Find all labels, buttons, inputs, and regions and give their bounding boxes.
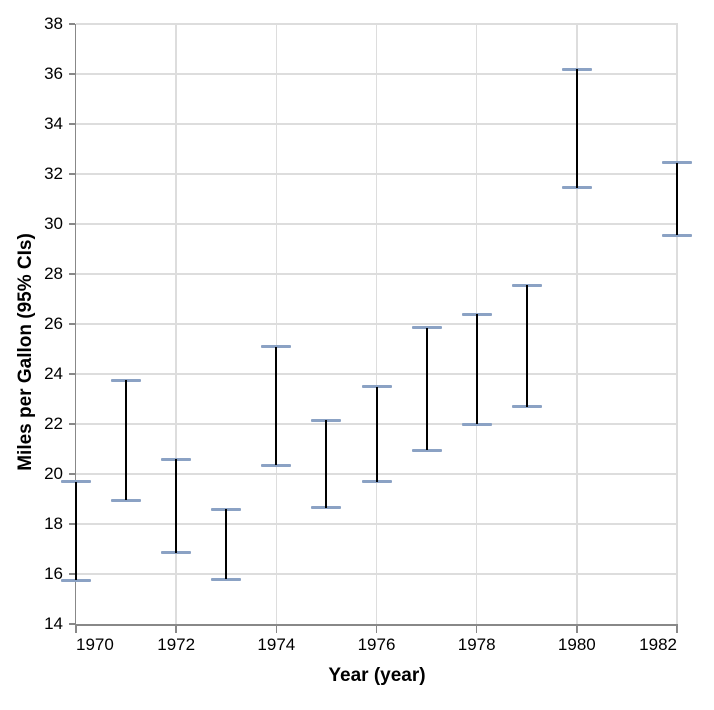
y-tick-label: 18 bbox=[44, 514, 63, 533]
y-axis-tick bbox=[68, 173, 75, 175]
y-tick-label: 24 bbox=[44, 364, 63, 383]
gridline-vertical bbox=[375, 24, 378, 624]
x-axis-tick bbox=[475, 625, 478, 633]
x-axis-tick bbox=[175, 625, 177, 633]
errorbar-rule bbox=[275, 346, 278, 466]
errorbar-rule bbox=[525, 285, 528, 407]
y-axis-tick bbox=[68, 223, 75, 225]
errorbar-cap-lower bbox=[662, 233, 692, 237]
errorbar-cap-lower bbox=[461, 422, 492, 426]
errorbar-rule bbox=[475, 314, 478, 424]
gridline-vertical bbox=[576, 24, 578, 624]
y-tick-label: 26 bbox=[44, 314, 63, 333]
x-tick-label: 1974 bbox=[257, 635, 296, 654]
errorbar-cap-lower bbox=[561, 186, 592, 190]
y-axis-tick bbox=[68, 523, 75, 525]
y-tick-label: 38 bbox=[44, 14, 63, 33]
y-axis-line bbox=[74, 24, 76, 626]
x-axis-tick bbox=[676, 625, 678, 633]
x-tick-label: 1976 bbox=[357, 635, 396, 654]
y-tick-label: 28 bbox=[44, 264, 63, 283]
gridline-vertical bbox=[676, 24, 678, 624]
errorbar-rule bbox=[125, 380, 128, 501]
x-tick-label: 1978 bbox=[457, 635, 496, 654]
errorbar-cap-lower bbox=[61, 578, 91, 582]
x-tick-label: 1972 bbox=[157, 635, 196, 654]
y-axis-tick bbox=[68, 473, 75, 475]
errorbar-cap-lower bbox=[411, 448, 442, 452]
y-tick-label: 34 bbox=[44, 114, 63, 133]
x-axis-tick bbox=[275, 625, 278, 633]
y-axis-tick bbox=[68, 373, 75, 375]
y-tick-label: 30 bbox=[44, 214, 63, 233]
y-tick-label: 14 bbox=[44, 614, 63, 633]
errorbar-rule bbox=[676, 162, 678, 236]
x-axis-line bbox=[74, 624, 678, 626]
y-axis-tick bbox=[68, 623, 75, 625]
errorbar-rule bbox=[175, 459, 178, 553]
errorbar-rule bbox=[375, 386, 378, 482]
y-tick-label: 22 bbox=[44, 414, 63, 433]
errorbar-rule bbox=[75, 481, 77, 581]
errorbar-cap-lower bbox=[361, 480, 392, 483]
y-axis-tick bbox=[68, 323, 75, 325]
gridline-vertical bbox=[275, 24, 278, 624]
x-axis-tick bbox=[75, 625, 77, 633]
errorbar-rule bbox=[225, 509, 228, 579]
y-tick-label: 20 bbox=[44, 464, 63, 483]
y-axis-tick bbox=[68, 23, 75, 25]
errorbar-cap-lower bbox=[111, 498, 142, 502]
y-tick-label: 16 bbox=[44, 564, 63, 583]
errorbar-cap-lower bbox=[261, 463, 292, 467]
x-axis-tick bbox=[375, 625, 378, 633]
y-axis-tick bbox=[68, 73, 75, 75]
y-axis-tick bbox=[68, 273, 75, 275]
errorbar-rule bbox=[325, 420, 328, 508]
errorbar-cap-lower bbox=[311, 506, 342, 510]
y-axis-tick bbox=[68, 573, 75, 575]
gridline-vertical bbox=[175, 24, 177, 624]
y-axis-tick bbox=[68, 423, 75, 425]
x-tick-label: 1970 bbox=[76, 635, 114, 654]
x-axis-title: Year (year) bbox=[328, 665, 426, 686]
errorbar-rule bbox=[575, 69, 578, 188]
x-tick-label: 1980 bbox=[557, 635, 596, 654]
errorbar-cap-lower bbox=[211, 577, 242, 581]
y-tick-label: 36 bbox=[44, 64, 63, 83]
errorbar-rule bbox=[425, 327, 428, 451]
x-axis-tick bbox=[576, 625, 578, 633]
y-tick-label: 32 bbox=[44, 164, 63, 183]
errorbar-cap-lower bbox=[511, 405, 542, 408]
x-tick-label: 1982 bbox=[639, 635, 677, 654]
y-axis-tick bbox=[68, 123, 75, 125]
errorbar-cap-lower bbox=[161, 551, 192, 555]
